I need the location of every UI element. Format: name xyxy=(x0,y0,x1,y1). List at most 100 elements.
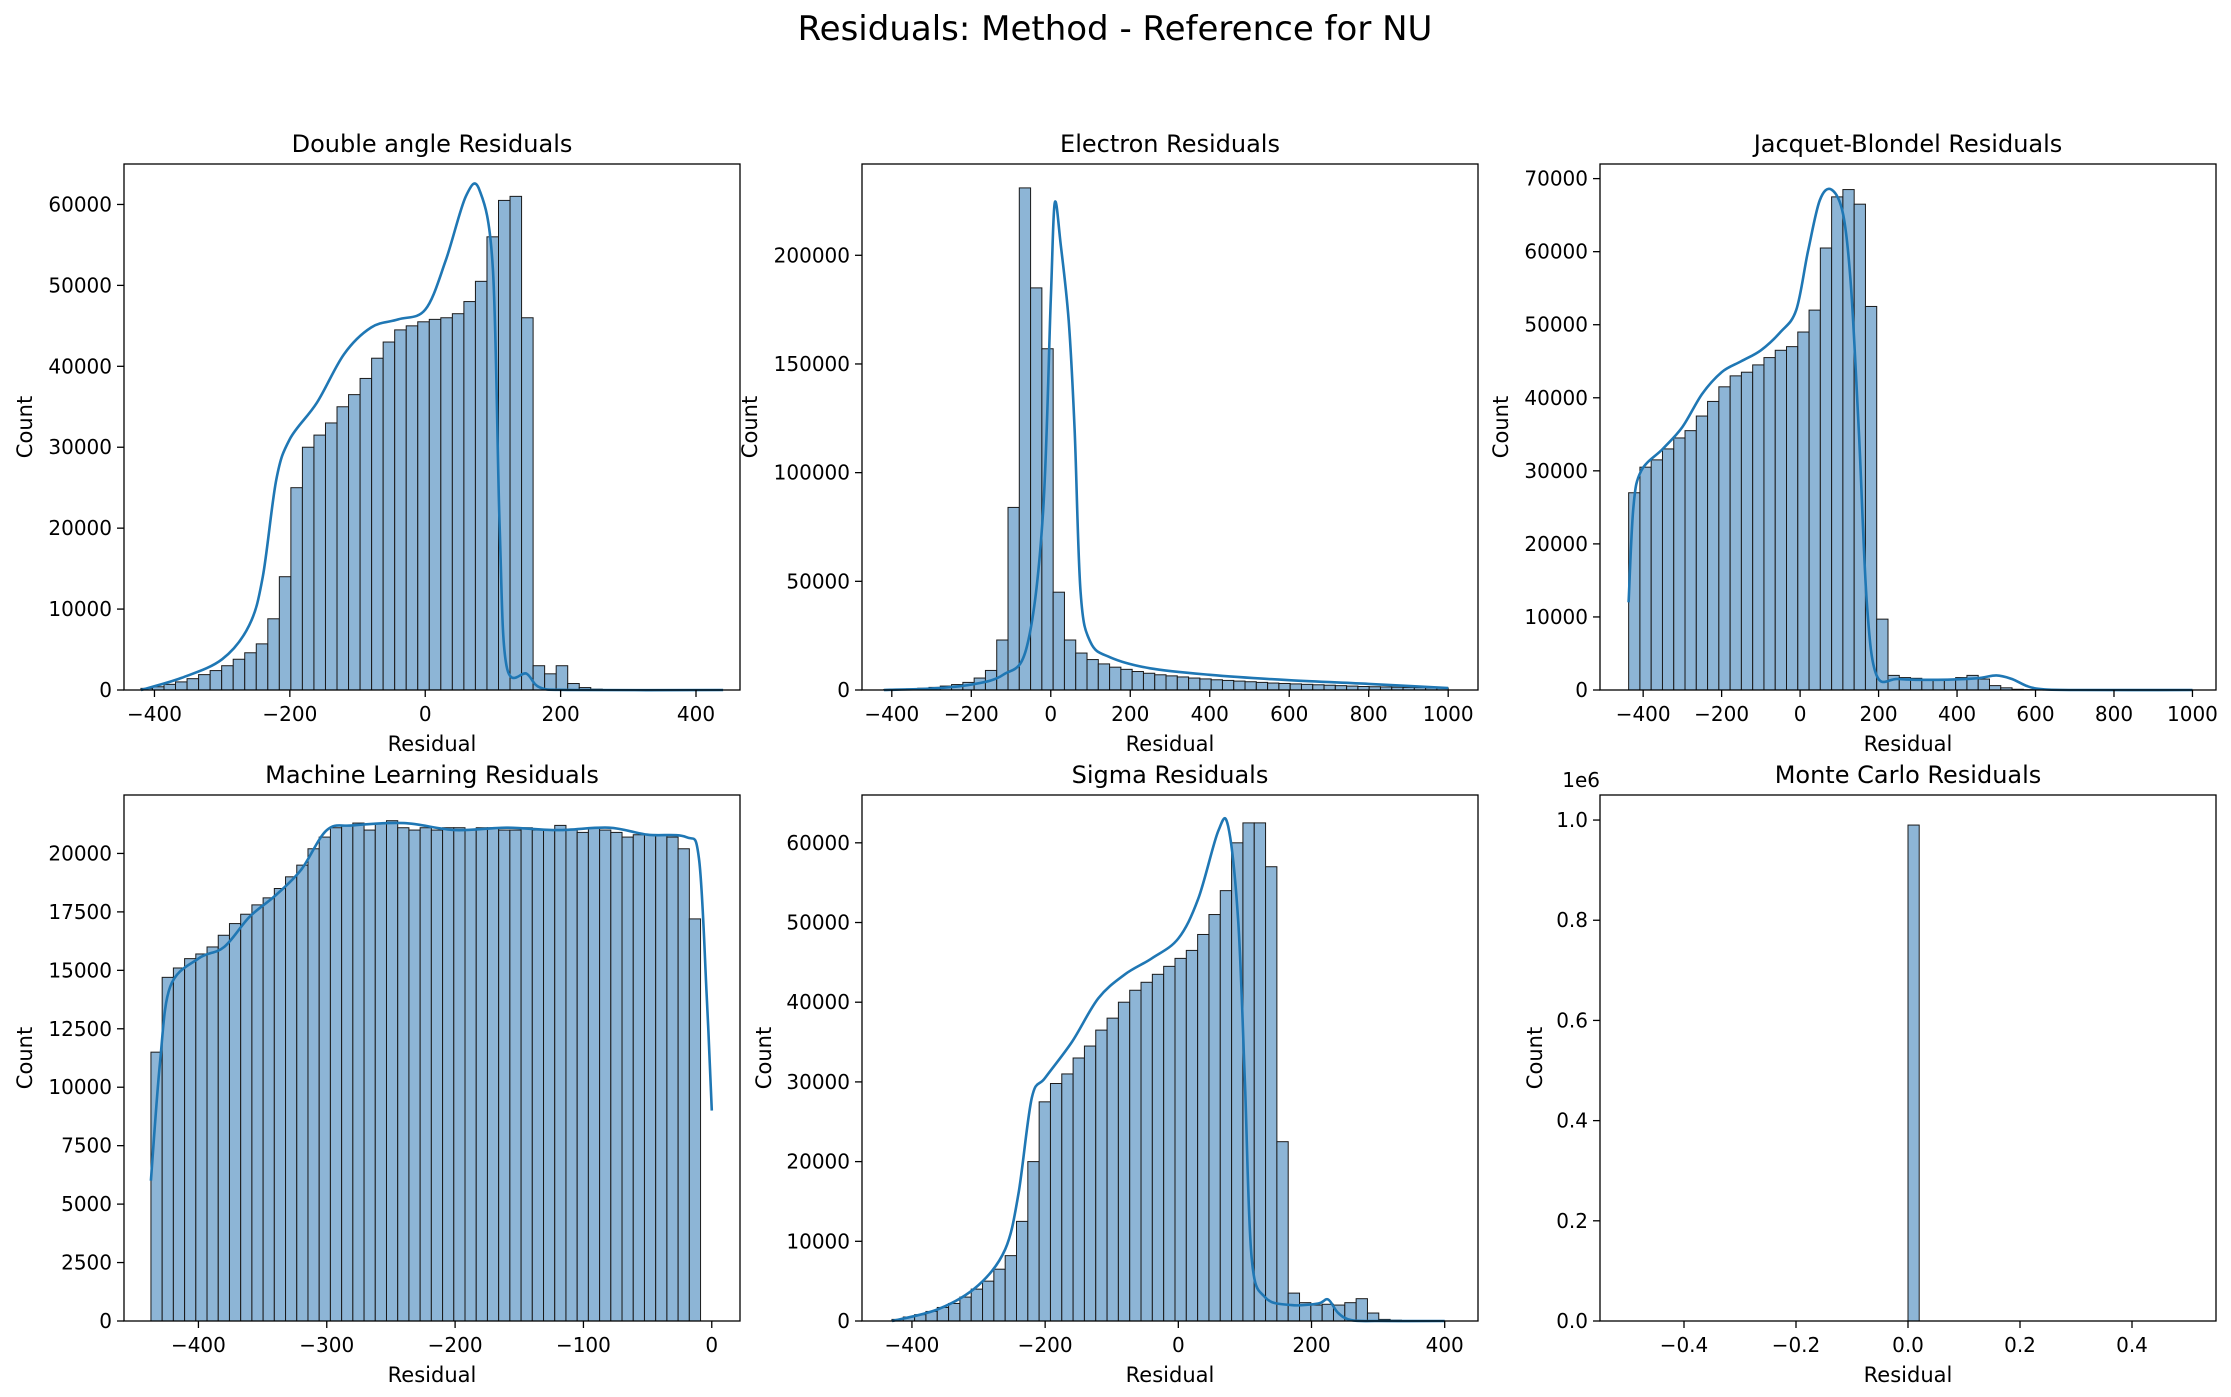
histogram-bar xyxy=(1004,1255,1017,1322)
histogram-bar xyxy=(993,1268,1006,1322)
y-tick-label: 60000 xyxy=(48,192,112,216)
histogram-bar xyxy=(1786,346,1799,691)
subplot-title: Jacquet-Blondel Residuals xyxy=(1752,130,2063,158)
y-tick-label: 70000 xyxy=(1524,167,1588,191)
histogram-bar xyxy=(397,827,410,1322)
x-tick-label: −400 xyxy=(864,702,919,726)
histogram-bar xyxy=(1109,666,1122,691)
histogram-bar xyxy=(1740,371,1754,691)
x-tick-label: −0.2 xyxy=(1772,1333,1821,1357)
x-tick-label: 0 xyxy=(1172,1333,1185,1357)
x-tick-label: 1000 xyxy=(1423,702,1474,726)
histogram-bar xyxy=(1221,679,1235,691)
histogram-bar xyxy=(428,318,442,691)
histogram-bar xyxy=(1018,187,1032,691)
histogram-bar xyxy=(313,434,326,691)
histogram-bar xyxy=(1267,682,1280,691)
histogram-bar xyxy=(1208,914,1221,1322)
histogram-bar xyxy=(198,674,211,691)
histogram-bar xyxy=(1106,1017,1119,1322)
histogram-bars xyxy=(883,187,1449,691)
histogram-bar xyxy=(394,329,407,691)
y-axis-label: Count xyxy=(13,396,37,458)
histogram-bar xyxy=(1142,672,1156,691)
histogram-bar xyxy=(374,822,387,1322)
histogram-bar xyxy=(1695,415,1709,691)
histogram-bar xyxy=(1219,890,1233,1322)
y-tick-label: 0.2 xyxy=(1556,1209,1588,1233)
y-axis-label: Count xyxy=(13,1027,37,1089)
histogram-bar xyxy=(371,357,384,691)
y-tick-label: 5000 xyxy=(61,1192,112,1216)
histogram-bar xyxy=(1027,1161,1040,1322)
axes-frame xyxy=(1599,163,2217,691)
histogram-bar xyxy=(352,822,365,1322)
subplot-6: −0.4 −0.2 0.0 0.2 0.4 0.0 0.2 0.4 0.6 0.8 1.0 Monte… xyxy=(1523,761,2217,1387)
x-tick-label: 0 xyxy=(1794,702,1807,726)
histogram-bar xyxy=(296,864,309,1322)
histogram-bars xyxy=(1628,189,2036,691)
histogram-bar xyxy=(1097,663,1111,691)
y-tick-label: 20000 xyxy=(48,516,112,540)
histogram-bar xyxy=(521,317,534,691)
y-tick-label: 40000 xyxy=(1524,386,1588,410)
histogram-bar xyxy=(464,829,477,1322)
histogram-bar xyxy=(1176,676,1190,691)
x-tick-label: 600 xyxy=(2016,702,2054,726)
histogram-bar xyxy=(1684,430,1697,691)
y-tick-label: 50000 xyxy=(786,569,850,593)
histogram-bar xyxy=(1129,989,1142,1322)
kde-line xyxy=(1627,187,2193,692)
histogram-bar xyxy=(1797,331,1810,691)
subplot-title: Monte Carlo Residuals xyxy=(1775,761,2042,789)
histogram-bar xyxy=(172,967,186,1322)
histogram-bar xyxy=(1334,685,1348,691)
y-tick-label: 10000 xyxy=(786,1229,850,1253)
y-tick-label: 2500 xyxy=(61,1251,112,1275)
histogram-bars xyxy=(1907,824,1920,1322)
subplot-title: Machine Learning Residuals xyxy=(265,761,599,789)
histogram-bar xyxy=(970,1288,984,1322)
histogram-bar xyxy=(175,681,188,691)
x-tick-label: 400 xyxy=(1426,1333,1464,1357)
histogram-bar xyxy=(531,829,545,1322)
subplot-2: −400 −200 0 200 400 600 800 1000 0 50000 100000 150… xyxy=(738,130,1479,756)
x-tick-label: −0.4 xyxy=(1660,1333,1709,1357)
histogram-bar xyxy=(1718,386,1731,691)
x-tick-label: 0 xyxy=(705,1333,718,1357)
x-tick-label: −100 xyxy=(556,1333,611,1357)
x-tick-label: −200 xyxy=(428,1333,483,1357)
histogram-bar xyxy=(285,876,298,1322)
histogram-bar xyxy=(1131,671,1144,691)
x-tick-label: −300 xyxy=(299,1333,354,1357)
x-axis-label: Residual xyxy=(1864,1363,1953,1387)
histogram-bar xyxy=(262,897,275,1322)
histogram-bar xyxy=(1154,674,1167,691)
histogram-bar xyxy=(267,618,280,691)
axes-frame xyxy=(861,794,1479,1322)
histogram-bar xyxy=(1075,652,1088,691)
x-axis-label: Residual xyxy=(388,1363,477,1387)
histogram-bar xyxy=(1310,1304,1323,1322)
histogram-bar xyxy=(677,848,690,1322)
x-tick-label: 0 xyxy=(419,702,432,726)
subplot-title: Double angle Residuals xyxy=(292,130,573,158)
x-tick-label: 400 xyxy=(1191,702,1229,726)
x-axis-label: Residual xyxy=(1864,732,1953,756)
y-tick-label: 60000 xyxy=(1524,240,1588,264)
x-tick-label: −200 xyxy=(1694,702,1749,726)
y-tick-label: 12500 xyxy=(48,1017,112,1041)
histogram-bar xyxy=(1988,685,2002,691)
x-axis-label: Residual xyxy=(1126,732,1215,756)
y-tick-label: 20000 xyxy=(48,841,112,865)
y-axis-label: Count xyxy=(1489,396,1513,458)
histogram-bar xyxy=(1265,866,1278,1322)
histogram-bar xyxy=(996,639,1009,691)
histogram-bar xyxy=(1095,1029,1108,1322)
y-tick-label: 40000 xyxy=(48,354,112,378)
histogram-bar xyxy=(543,829,556,1322)
kde-line xyxy=(891,816,1445,1323)
histogram-bar xyxy=(348,394,361,691)
histogram-bar xyxy=(1165,675,1178,691)
